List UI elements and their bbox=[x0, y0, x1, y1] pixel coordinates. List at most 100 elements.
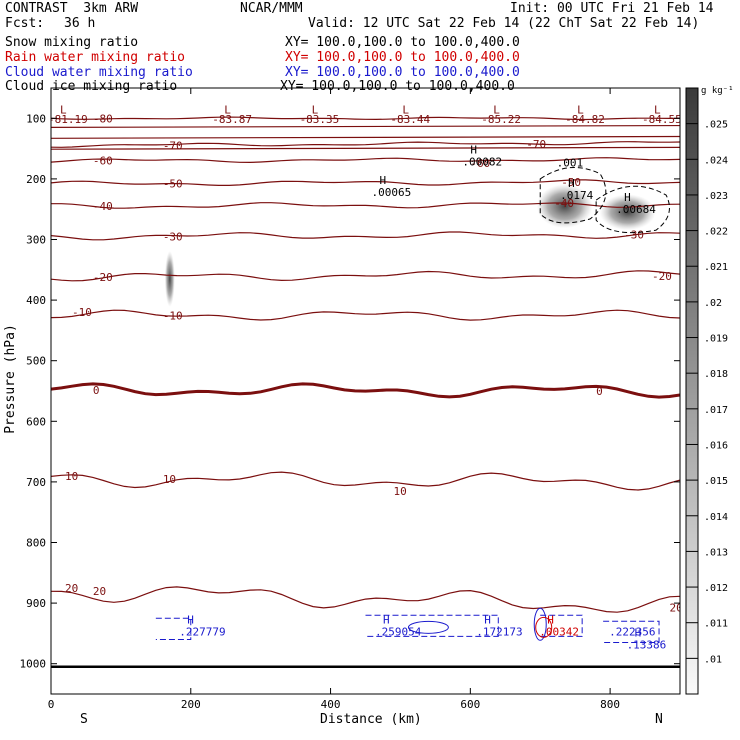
isotherm--60 bbox=[51, 157, 680, 164]
max-value: .172173 bbox=[476, 625, 522, 638]
cloud-water-contour bbox=[540, 614, 583, 637]
init-time: Init: 00 UTC Fri 21 Feb 14 bbox=[510, 1, 714, 16]
min-marker: L bbox=[60, 103, 67, 116]
field-cloud-ice-xy: XY= 100.0,100.0 to 100.0,400.0 bbox=[280, 79, 515, 94]
max-marker: H bbox=[470, 144, 477, 157]
colorbar-label: .02 bbox=[704, 298, 722, 309]
isotherm-label: -70 bbox=[163, 140, 183, 153]
colorbar-label: .025 bbox=[704, 120, 728, 131]
isotherm-label: 10 bbox=[65, 470, 78, 483]
isotherm-label: -10 bbox=[72, 306, 92, 319]
isotherm-label: -80 bbox=[93, 112, 113, 125]
y-tick-label: 800 bbox=[26, 537, 46, 550]
y-axis-label: Pressure (hPa) bbox=[2, 324, 18, 434]
isotherm-label: -30 bbox=[624, 229, 644, 242]
cloud-water-contour bbox=[603, 620, 660, 643]
min-marker: L bbox=[577, 103, 584, 116]
x-tick-label: 200 bbox=[181, 698, 201, 711]
field-snow: Snow mixing ratio bbox=[5, 35, 139, 50]
isotherm--20 bbox=[51, 270, 680, 282]
max-marker: H bbox=[635, 627, 642, 640]
colorbar-label: .018 bbox=[704, 369, 728, 380]
min-value: -83.87 bbox=[212, 113, 252, 126]
colorbar-label: .013 bbox=[704, 547, 728, 558]
valid-time: Valid: 12 UTC Sat 22 Feb 14 (22 ChT Sat … bbox=[308, 16, 700, 31]
forecast-label: Fcst: bbox=[5, 16, 45, 31]
isotherm-label: -60 bbox=[470, 157, 490, 170]
min-marker: L bbox=[402, 103, 409, 116]
max-marker: H bbox=[379, 174, 386, 187]
field-rain: Rain water mixing ratio bbox=[5, 50, 186, 65]
isotherm-label: 0 bbox=[596, 385, 603, 398]
y-tick-label: 600 bbox=[26, 415, 46, 428]
max-value: .222356 bbox=[609, 625, 655, 638]
min-marker: L bbox=[224, 103, 231, 116]
y-tick-label: 500 bbox=[26, 355, 46, 368]
min-value: -81.19 bbox=[48, 113, 88, 126]
max-value: .00082 bbox=[462, 156, 502, 169]
colorbar-label: .012 bbox=[704, 583, 728, 594]
isotherm-label: -60 bbox=[93, 155, 113, 168]
min-value: -85.22 bbox=[481, 113, 521, 126]
min-marker: L bbox=[654, 103, 661, 116]
max-value: .001 bbox=[557, 156, 584, 169]
max-marker: H bbox=[484, 613, 491, 626]
isotherm-label: 20 bbox=[65, 582, 78, 595]
cloud-water-contour bbox=[365, 614, 499, 637]
cloud-water-contour bbox=[155, 617, 192, 640]
y-tick-label: 300 bbox=[26, 234, 46, 247]
max-marker: H bbox=[624, 191, 631, 204]
ice-shading bbox=[599, 194, 656, 231]
max-value: .0174 bbox=[560, 189, 593, 202]
isotherm-label: -30 bbox=[163, 230, 183, 243]
isotherm-label: 20 bbox=[670, 601, 683, 614]
cloud-water-contour bbox=[407, 620, 449, 634]
isotherm-label: -50 bbox=[561, 176, 581, 189]
y-tick-label: 700 bbox=[26, 476, 46, 489]
model-title: CONTRAST 3km ARW bbox=[5, 1, 139, 16]
x-tick-label: 0 bbox=[48, 698, 55, 711]
min-value: -83.35 bbox=[300, 113, 340, 126]
isotherm--50 bbox=[51, 179, 680, 186]
isotherm-label: 20 bbox=[93, 585, 106, 598]
isotherm--30 bbox=[51, 231, 680, 241]
min-value: -84.82 bbox=[565, 113, 605, 126]
forecast-hour: 36 h bbox=[64, 16, 96, 31]
min-value: -84.55 bbox=[642, 113, 682, 126]
isotherm-label: -20 bbox=[93, 271, 113, 284]
isotherm--10 bbox=[51, 309, 680, 321]
isotherm-label: -40 bbox=[93, 200, 113, 213]
isotherm--80 bbox=[51, 116, 680, 121]
max-marker: H bbox=[568, 177, 575, 190]
colorbar-label: .01 bbox=[704, 654, 722, 665]
ice-contour bbox=[539, 166, 607, 224]
isotherm-label: -70 bbox=[526, 138, 546, 151]
colorbar-label: .014 bbox=[704, 512, 728, 523]
isotherm-upper bbox=[51, 124, 680, 128]
max-value: .13386 bbox=[627, 639, 667, 652]
isotherm-label: 0 bbox=[93, 384, 100, 397]
x-tick-label: 600 bbox=[460, 698, 480, 711]
min-marker: L bbox=[493, 103, 500, 116]
colorbar-label: .022 bbox=[704, 227, 728, 238]
x-axis-north: N bbox=[655, 712, 663, 727]
isotherm-label: 10 bbox=[393, 485, 406, 498]
isotherm-0 bbox=[51, 382, 680, 399]
max-value: .00065 bbox=[371, 186, 411, 199]
field-cloud-water: Cloud water mixing ratio bbox=[5, 65, 193, 80]
colorbar-label: .015 bbox=[704, 476, 728, 487]
y-tick-label: 900 bbox=[26, 597, 46, 610]
ice-shading bbox=[536, 184, 593, 229]
ice-contour bbox=[595, 185, 670, 234]
y-tick-label: 200 bbox=[26, 173, 46, 186]
y-tick-label: 400 bbox=[26, 294, 46, 307]
max-value: .227779 bbox=[179, 625, 225, 638]
isotherm-label: -50 bbox=[163, 178, 183, 191]
field-cloud-water-xy: XY= 100.0,100.0 to 100.0,400.0 bbox=[285, 65, 520, 80]
field-rain-xy: XY= 100.0,100.0 to 100.0,400.0 bbox=[285, 50, 520, 65]
isotherm-label: -40 bbox=[554, 197, 574, 210]
max-marker: H bbox=[187, 613, 194, 626]
x-tick-label: 800 bbox=[600, 698, 620, 711]
